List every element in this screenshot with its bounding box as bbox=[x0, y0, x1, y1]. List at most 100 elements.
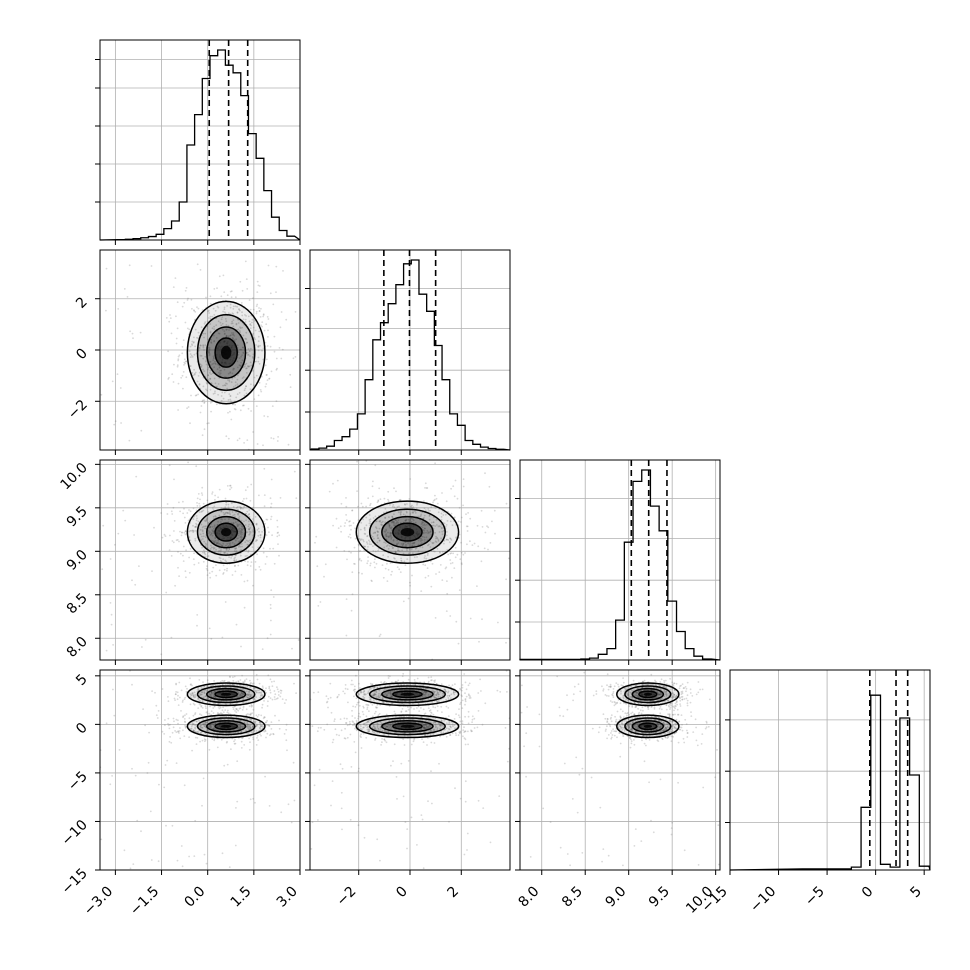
scatter-point bbox=[249, 679, 251, 682]
scatter-point bbox=[246, 543, 249, 546]
scatter-point bbox=[416, 677, 419, 680]
scatter-point bbox=[276, 440, 279, 442]
scatter-point bbox=[136, 819, 139, 822]
scatter-point bbox=[194, 727, 197, 730]
scatter-point bbox=[111, 380, 114, 383]
scatter-point bbox=[256, 723, 259, 726]
scatter-point bbox=[194, 526, 197, 528]
scatter-point bbox=[237, 709, 240, 712]
scatter-point bbox=[405, 511, 408, 514]
scatter-point bbox=[184, 724, 186, 727]
scatter-point bbox=[236, 760, 239, 763]
scatter-point bbox=[226, 569, 228, 572]
scatter-point bbox=[385, 529, 387, 532]
scatter-point bbox=[469, 517, 472, 520]
scatter-point bbox=[184, 570, 187, 573]
scatter-point bbox=[390, 538, 393, 540]
scatter-point bbox=[433, 681, 436, 683]
scatter-point bbox=[252, 738, 255, 741]
scatter-point bbox=[163, 786, 166, 789]
scatter-point bbox=[375, 690, 377, 693]
scatter-point bbox=[230, 418, 233, 421]
scatter-point bbox=[462, 504, 464, 507]
scatter-point bbox=[385, 701, 388, 704]
scatter-point bbox=[182, 554, 184, 557]
scatter-point bbox=[373, 537, 375, 540]
scatter-point bbox=[113, 714, 116, 717]
scatter-point bbox=[392, 521, 395, 524]
scatter-point bbox=[348, 524, 351, 527]
scatter-point bbox=[210, 726, 213, 729]
scatter-point bbox=[168, 376, 170, 379]
scatter-point bbox=[199, 693, 202, 696]
scatter-point bbox=[397, 549, 399, 552]
scatter-point bbox=[243, 580, 246, 583]
scatter-point bbox=[431, 701, 434, 703]
scatter-point bbox=[237, 512, 240, 515]
scatter-point bbox=[248, 350, 251, 353]
scatter-point bbox=[131, 332, 134, 335]
scatter-point bbox=[480, 509, 483, 512]
scatter-point bbox=[248, 513, 251, 516]
scatter-point bbox=[247, 315, 250, 318]
scatter-point bbox=[209, 694, 212, 697]
scatter-point bbox=[391, 696, 394, 699]
scatter-point bbox=[190, 479, 192, 481]
scatter-point bbox=[436, 524, 438, 526]
scatter-point bbox=[240, 692, 243, 694]
scatter-point bbox=[229, 488, 231, 491]
scatter-point bbox=[402, 513, 405, 516]
scatter-point bbox=[419, 537, 422, 540]
scatter-point bbox=[388, 535, 391, 537]
scatter-point bbox=[225, 335, 228, 337]
scatter-point bbox=[226, 305, 229, 307]
scatter-point bbox=[255, 523, 258, 526]
scatter-point bbox=[214, 360, 216, 363]
scatter-point bbox=[117, 532, 120, 535]
scatter-point bbox=[203, 689, 206, 692]
scatter-point bbox=[459, 688, 462, 691]
scatter-point bbox=[397, 519, 400, 522]
scatter-point bbox=[248, 705, 251, 708]
scatter-point bbox=[248, 528, 251, 531]
scatter-point bbox=[435, 518, 438, 521]
scatter-point bbox=[206, 555, 209, 558]
scatter-point bbox=[214, 382, 217, 385]
scatter-point bbox=[209, 531, 211, 533]
scatter-point bbox=[225, 715, 228, 718]
scatter-point bbox=[216, 305, 219, 308]
scatter-point bbox=[240, 523, 243, 526]
scatter-point bbox=[448, 695, 451, 697]
scatter-point bbox=[182, 560, 185, 562]
scatter-point bbox=[439, 727, 442, 730]
scatter-point bbox=[249, 388, 252, 391]
scatter-point bbox=[376, 533, 379, 536]
scatter-point bbox=[380, 744, 382, 746]
scatter-point bbox=[247, 525, 250, 528]
scatter-point bbox=[250, 705, 253, 708]
scatter-point bbox=[437, 722, 440, 725]
scatter-point bbox=[246, 693, 248, 696]
scatter-point bbox=[270, 619, 272, 622]
scatter-point bbox=[212, 566, 215, 569]
scatter-point bbox=[177, 566, 179, 569]
scatter-point bbox=[261, 321, 264, 324]
contour-line bbox=[206, 687, 247, 701]
scatter-point bbox=[176, 691, 179, 694]
scatter-point bbox=[222, 558, 225, 561]
scatter-point bbox=[200, 726, 203, 729]
scatter-point bbox=[239, 506, 242, 509]
scatter-point bbox=[400, 543, 403, 545]
scatter-point bbox=[213, 695, 215, 698]
scatter-point bbox=[185, 287, 188, 289]
scatter-point bbox=[429, 530, 432, 533]
scatter-point bbox=[449, 537, 451, 540]
scatter-point bbox=[391, 547, 394, 549]
scatter-point bbox=[257, 739, 260, 741]
scatter-point bbox=[421, 521, 423, 523]
scatter-point bbox=[366, 562, 369, 565]
scatter-point bbox=[427, 532, 429, 535]
scatter-point bbox=[438, 571, 441, 573]
scatter-point bbox=[225, 560, 228, 563]
scatter-point bbox=[275, 265, 278, 268]
